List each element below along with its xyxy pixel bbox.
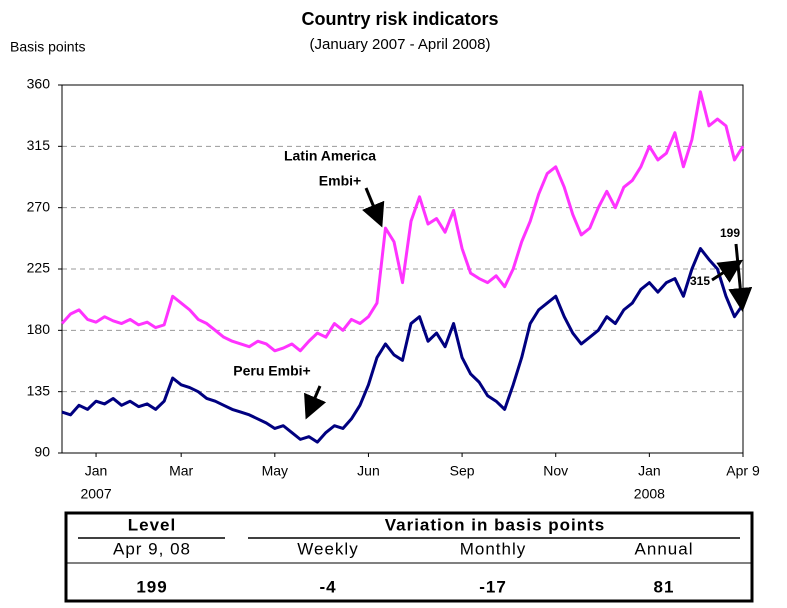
table-subheader: Weekly [297, 539, 358, 558]
arrow [362, 187, 385, 228]
table-value: 199 [136, 577, 167, 596]
annotation: Latin America [284, 148, 376, 164]
table-subheader: Monthly [460, 539, 527, 558]
table-header: Level [128, 515, 176, 534]
table-header: Variation in basis points [385, 515, 606, 534]
y-tick-label: 180 [27, 321, 51, 337]
x-tick-label: Mar [169, 463, 193, 479]
arrow [728, 243, 753, 312]
table-subheader: Apr 9, 08 [113, 539, 191, 558]
table-value: -4 [319, 577, 336, 596]
series-line [61, 247, 745, 444]
arrow [304, 385, 327, 420]
chart-subtitle: (January 2007 - April 2008) [310, 36, 491, 53]
annotation: 315 [690, 274, 710, 288]
annotations: Latin America Embi+ Peru Embi+ 315 199 [233, 148, 740, 379]
y-tick-label: 90 [34, 444, 50, 460]
x-tick-label: Sep [450, 463, 475, 479]
annotation: Peru Embi+ [233, 363, 310, 379]
table-subheader: Annual [635, 539, 694, 558]
y-tick-label: 360 [27, 76, 51, 92]
x-tick-label: Jan [85, 463, 108, 479]
summary-table: Level Variation in basis points Apr 9, 0… [64, 511, 754, 603]
table-value: -17 [479, 577, 507, 596]
series-line [60, 90, 745, 353]
y-tick-label: 135 [27, 382, 51, 398]
table-value: 81 [654, 577, 675, 596]
x-tick-label: Jan [638, 463, 661, 479]
y-tick-label: 315 [27, 137, 51, 153]
x-tick-label: Nov [543, 463, 568, 479]
annotation: Embi+ [319, 173, 361, 189]
arrow [711, 259, 744, 283]
chart-title: Country risk indicators [301, 9, 498, 29]
x-year-label: 2008 [634, 486, 665, 502]
y-tick-label: 270 [27, 198, 51, 214]
annotation: 199 [720, 226, 740, 240]
x-tick-label: Jun [357, 463, 380, 479]
x-tick-label: May [262, 463, 288, 479]
y-tick-label: 225 [27, 260, 51, 276]
y-axis-label: Basis points [10, 39, 85, 55]
x-tick-label: Apr 9 [726, 463, 760, 479]
x-year-label: 2007 [80, 486, 111, 502]
table-border [64, 511, 754, 603]
